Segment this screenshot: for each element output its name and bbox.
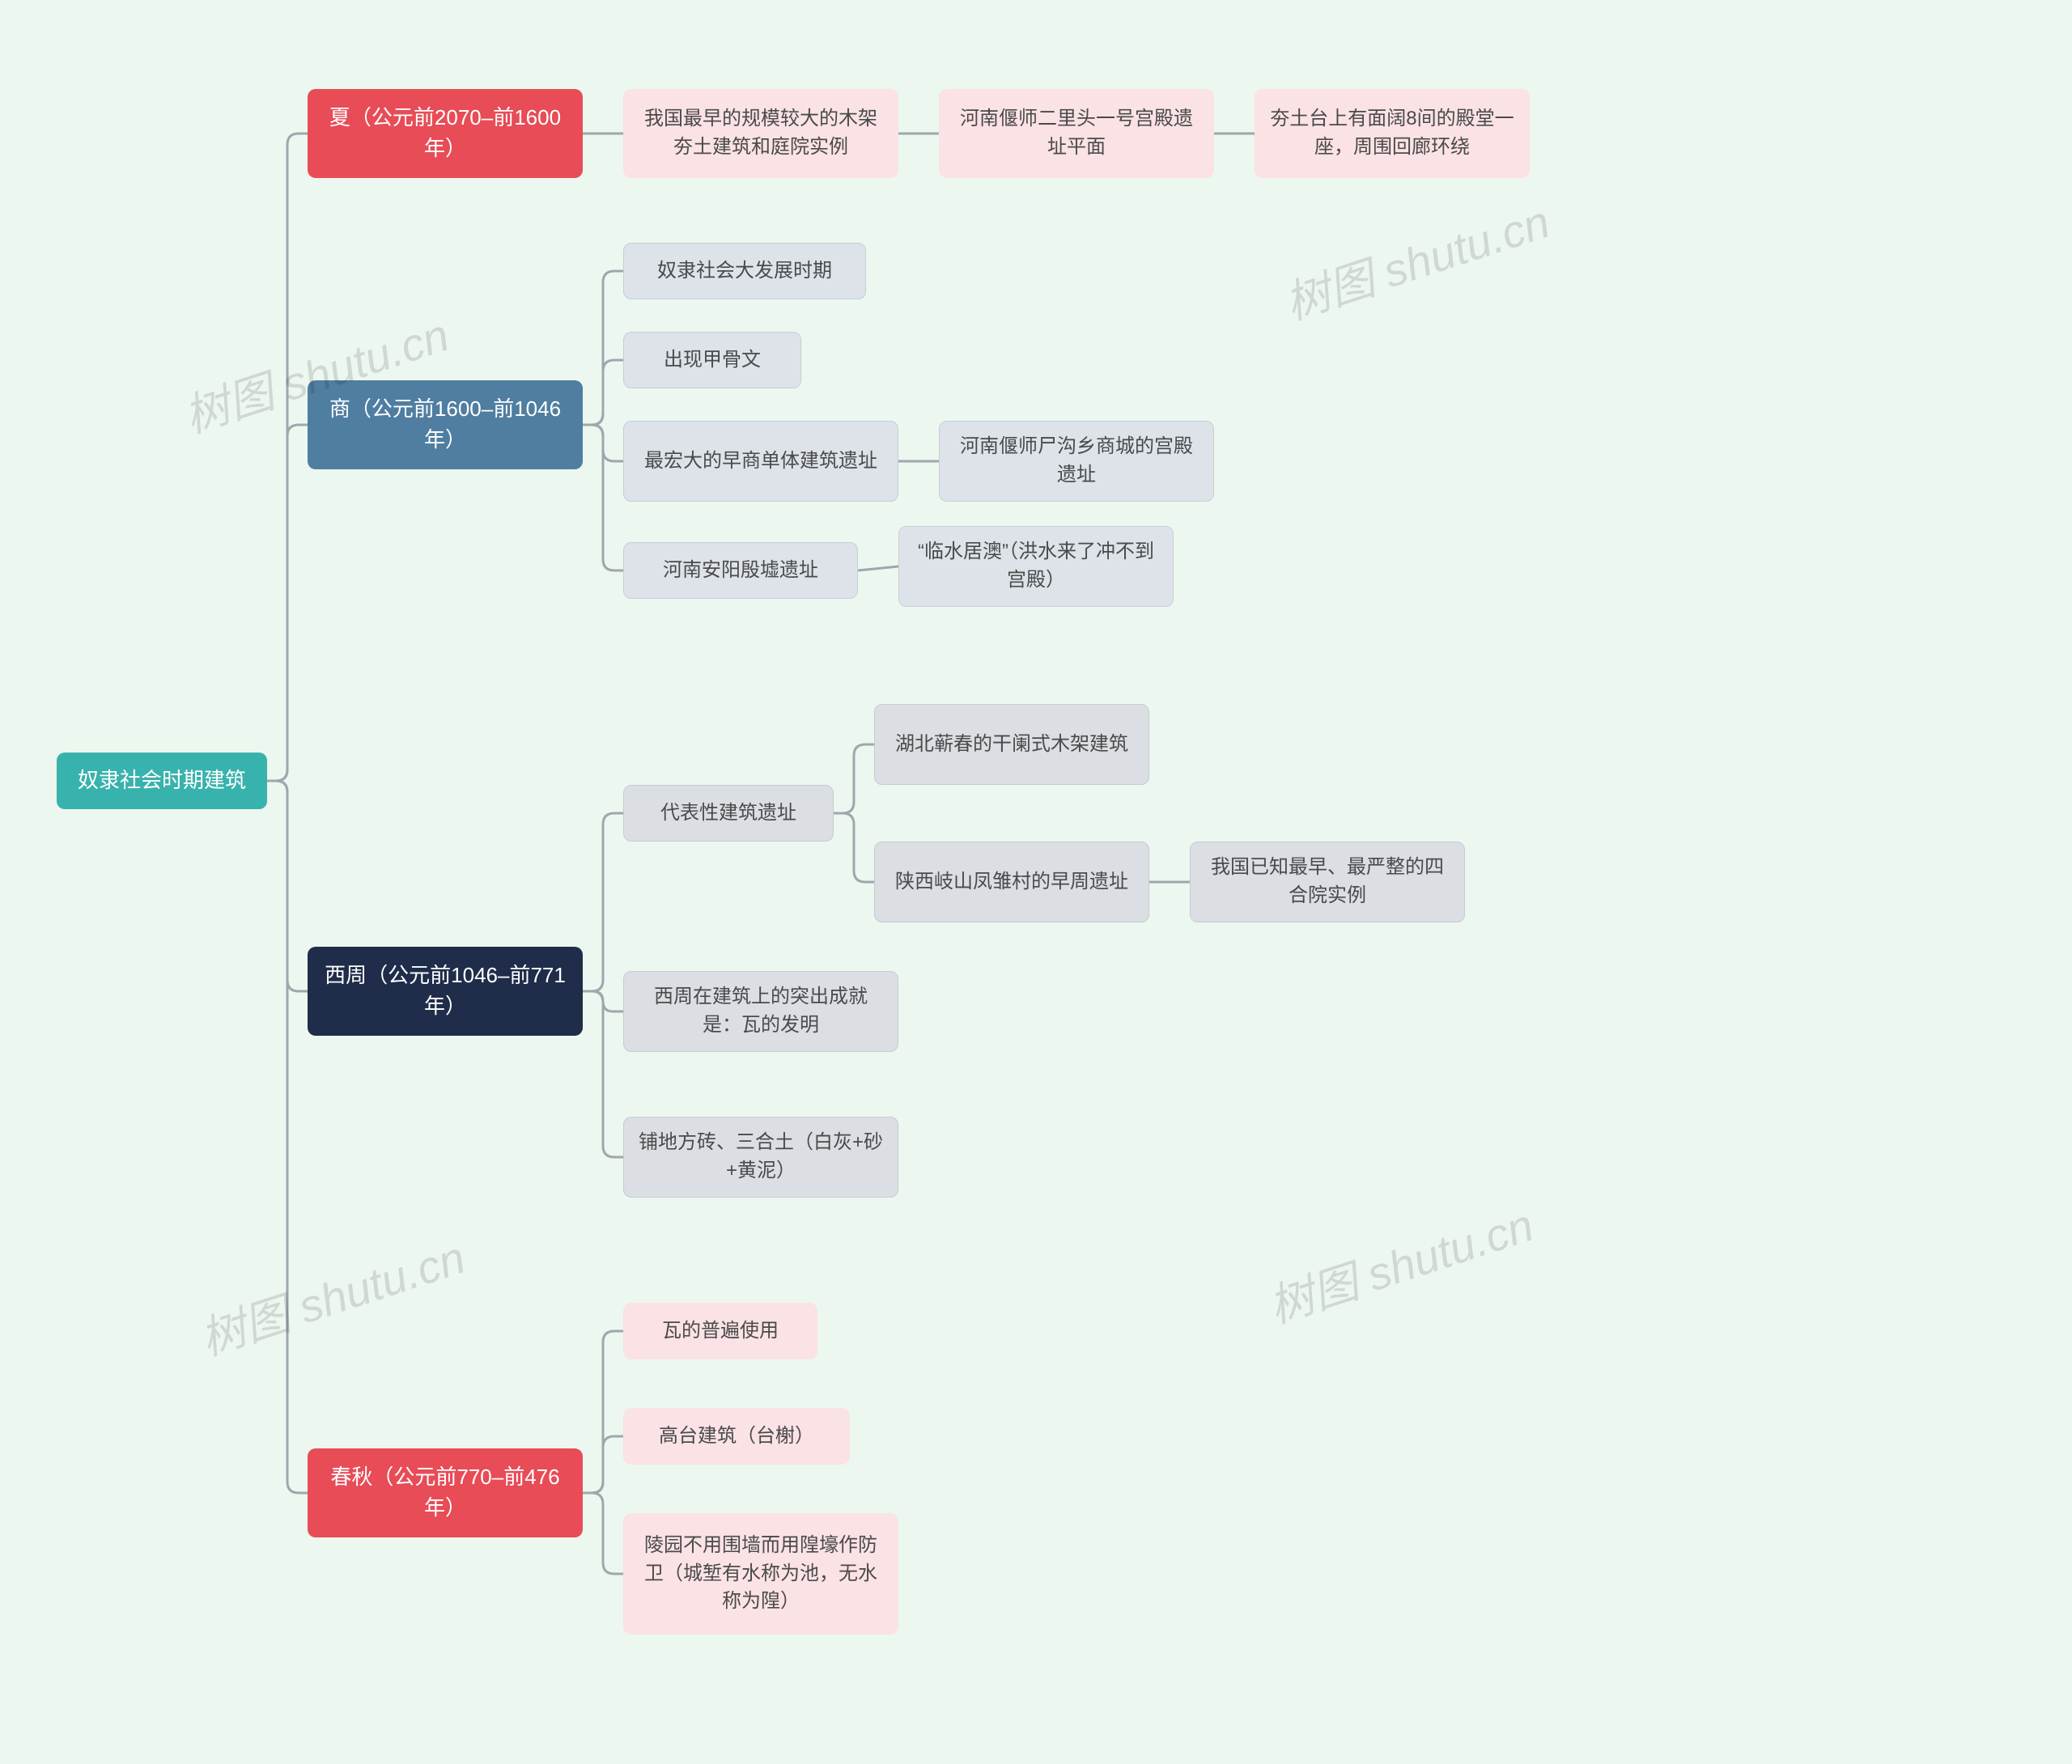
node-label: “临水居澳”（洪水来了冲不到宫殿） [914, 538, 1158, 595]
node-xia1[interactable]: 我国最早的规模较大的木架夯土建筑和庭院实例 [623, 89, 898, 178]
node-label: 陕西岐山凤雏村的早周遗址 [895, 868, 1128, 897]
node-shang4[interactable]: 河南安阳殷墟遗址 [623, 542, 858, 599]
node-label: 夯土台上有面阔8间的殿堂一座，周围回廊环绕 [1269, 105, 1515, 162]
node-xia3[interactable]: 夯土台上有面阔8间的殿堂一座，周围回廊环绕 [1255, 89, 1530, 178]
node-xz1a[interactable]: 湖北蕲春的干阑式木架建筑 [874, 704, 1149, 785]
watermark: 树图 shutu.cn [191, 1222, 473, 1369]
node-label: 高台建筑（台榭） [659, 1423, 814, 1451]
node-label: 西周在建筑上的突出成就是：瓦的发明 [639, 983, 883, 1040]
connector [583, 991, 623, 1157]
node-label: 西周（公元前1046–前771年） [322, 960, 568, 1021]
connector [583, 271, 623, 425]
node-label: 奴隶社会大发展时期 [657, 257, 832, 286]
node-xia[interactable]: 夏（公元前2070–前1600年） [308, 89, 583, 178]
connector [267, 425, 308, 781]
node-xia2[interactable]: 河南偃师二里头一号宫殿遗址平面 [939, 89, 1214, 178]
connector [583, 360, 623, 425]
node-label: 湖北蕲春的干阑式木架建筑 [895, 731, 1128, 759]
node-label: 最宏大的早商单体建筑遗址 [644, 447, 877, 476]
node-shang[interactable]: 商（公元前1600–前1046年） [308, 380, 583, 469]
connector [267, 781, 308, 1493]
node-shang3a[interactable]: 河南偃师尸沟乡商城的宫殿遗址 [939, 421, 1214, 502]
node-label: 商（公元前1600–前1046年） [322, 394, 568, 455]
node-shang2[interactable]: 出现甲骨文 [623, 332, 801, 388]
connector [583, 425, 623, 461]
node-label: 河南偃师二里头一号宫殿遗址平面 [953, 105, 1199, 162]
node-label: 陵园不用围墙而用隍壕作防卫（城堑有水称为池，无水称为隍） [638, 1532, 884, 1616]
node-label: 瓦的普遍使用 [662, 1317, 779, 1346]
node-cq2[interactable]: 高台建筑（台榭） [623, 1408, 850, 1465]
connector [583, 1331, 623, 1493]
node-label: 河南偃师尸沟乡商城的宫殿遗址 [954, 433, 1199, 490]
watermark: 树图 shutu.cn [1276, 186, 1557, 333]
connector [834, 813, 874, 882]
node-cq3[interactable]: 陵园不用围墙而用隍壕作防卫（城堑有水称为池，无水称为隍） [623, 1513, 898, 1635]
node-cq1[interactable]: 瓦的普遍使用 [623, 1303, 817, 1359]
connector [583, 1436, 623, 1493]
node-shang4a[interactable]: “临水居澳”（洪水来了冲不到宫殿） [898, 526, 1174, 607]
connector [583, 1493, 623, 1574]
node-label: 我国已知最早、最严整的四合院实例 [1205, 854, 1450, 910]
node-label: 奴隶社会时期建筑 [78, 765, 246, 796]
node-root[interactable]: 奴隶社会时期建筑 [57, 753, 267, 809]
node-xz3[interactable]: 铺地方砖、三合土（白灰+砂+黄泥） [623, 1117, 898, 1198]
node-xz1[interactable]: 代表性建筑遗址 [623, 785, 834, 842]
node-xz2[interactable]: 西周在建筑上的突出成就是：瓦的发明 [623, 971, 898, 1052]
node-xz1b1[interactable]: 我国已知最早、最严整的四合院实例 [1190, 842, 1465, 922]
node-xz1b[interactable]: 陕西岐山凤雏村的早周遗址 [874, 842, 1149, 922]
node-label: 铺地方砖、三合土（白灰+砂+黄泥） [639, 1129, 883, 1185]
node-label: 夏（公元前2070–前1600年） [322, 103, 568, 163]
connector [267, 781, 308, 991]
node-label: 春秋（公元前770–前476年） [322, 1462, 568, 1523]
node-shang3[interactable]: 最宏大的早商单体建筑遗址 [623, 421, 898, 502]
node-label: 河南安阳殷墟遗址 [663, 557, 818, 585]
node-shang1[interactable]: 奴隶社会大发展时期 [623, 243, 866, 299]
watermark: 树图 shutu.cn [1259, 1189, 1541, 1337]
connector [583, 991, 623, 1011]
connector [583, 813, 623, 991]
connector [858, 566, 898, 570]
node-label: 我国最早的规模较大的木架夯土建筑和庭院实例 [638, 105, 884, 162]
connector [583, 425, 623, 570]
node-label: 出现甲骨文 [664, 346, 761, 375]
node-label: 代表性建筑遗址 [660, 799, 796, 828]
node-xizhou[interactable]: 西周（公元前1046–前771年） [308, 947, 583, 1036]
connector [834, 744, 874, 813]
connector [267, 134, 308, 781]
node-chunqiu[interactable]: 春秋（公元前770–前476年） [308, 1448, 583, 1537]
